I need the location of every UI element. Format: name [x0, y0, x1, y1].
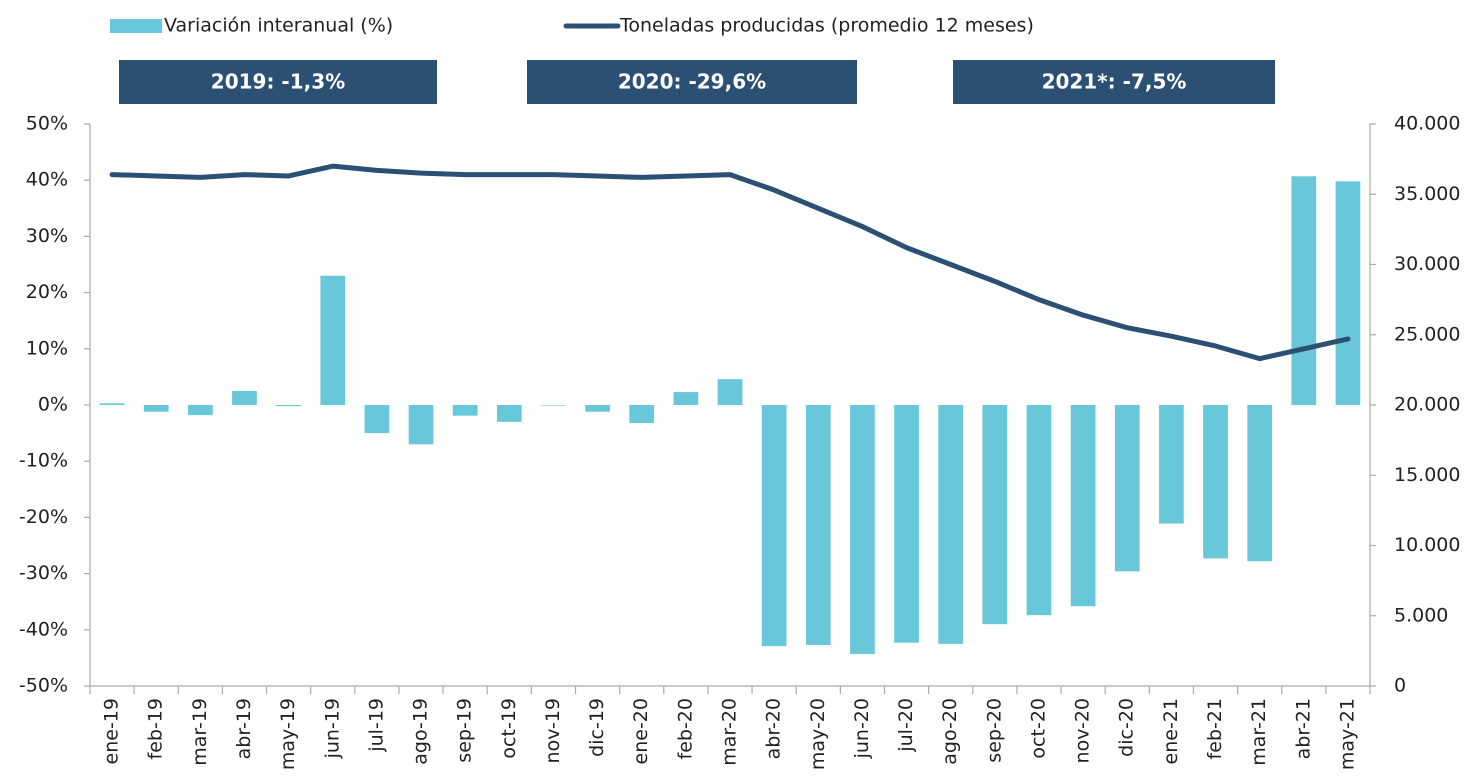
bar: [99, 403, 125, 405]
x-tick-label: ene-21: [1160, 698, 1182, 764]
bar: [276, 405, 301, 407]
x-tick-label: jun-20: [851, 698, 873, 759]
bar: [1247, 405, 1273, 562]
bar: [143, 405, 169, 412]
y-tick-label: -40%: [19, 618, 68, 640]
bar: [364, 405, 390, 434]
x-tick-label: abr-21: [1292, 698, 1314, 759]
x-tick-label: sep-19: [454, 698, 476, 763]
x-tick-label: may-21: [1336, 698, 1358, 770]
annotation-text: 2019: -1,3%: [211, 70, 345, 94]
y2-tick-label: 5.000: [1394, 604, 1448, 626]
x-tick-label: feb-20: [674, 698, 696, 759]
y-tick-label: 30%: [26, 225, 68, 247]
x-tick-label: oct-19: [498, 698, 520, 759]
x-tick-label: ene-19: [101, 698, 123, 764]
x-tick-label: jul-19: [365, 698, 387, 753]
x-tick-label: mar-21: [1248, 698, 1270, 766]
annotation-box: [527, 60, 857, 104]
y2-tick-label: 10.000: [1394, 534, 1460, 556]
legend-label: Toneladas producidas (promedio 12 meses): [619, 15, 1034, 37]
y-tick-label: 10%: [26, 337, 68, 359]
x-tick-label: may-19: [277, 698, 299, 770]
line: [109, 163, 1351, 362]
y2-tick-label: 20.000: [1394, 394, 1460, 416]
bar: [541, 405, 566, 406]
x-tick-label: dic-19: [586, 698, 608, 757]
legend-swatch: [110, 19, 162, 33]
bar: [894, 405, 919, 643]
bar: [1026, 405, 1052, 616]
annotation-box: [119, 60, 437, 104]
y2-tick-label: 40.000: [1394, 113, 1460, 135]
y-tick-label: -10%: [19, 450, 68, 472]
y-tick-label: 50%: [26, 113, 68, 135]
bar: [585, 405, 610, 412]
x-tick-label: ago-19: [410, 698, 432, 765]
x-tick-label: may-20: [807, 698, 829, 770]
bar: [850, 405, 875, 654]
bar: [408, 405, 434, 445]
x-tick-label: feb-19: [145, 698, 167, 759]
bar: [938, 405, 964, 644]
y-tick-label: -30%: [19, 562, 68, 584]
bar: [1070, 405, 1096, 607]
x-tick-label: dic-20: [1116, 698, 1138, 757]
bar: [232, 390, 257, 405]
annotation-text: 2020: -29,6%: [618, 70, 766, 94]
x-tick-label: abr-20: [763, 698, 785, 759]
x-tick-label: jul-20: [895, 698, 917, 753]
bar: [982, 405, 1008, 625]
bar: [761, 405, 787, 647]
bar: [805, 405, 831, 645]
x-tick-label: feb-21: [1204, 698, 1226, 759]
x-tick-label: oct-20: [1027, 698, 1049, 759]
y2-tick-label: 0: [1394, 675, 1406, 697]
y-tick-label: -20%: [19, 506, 68, 528]
x-tick-label: sep-20: [983, 698, 1005, 763]
y2-tick-label: 25.000: [1394, 323, 1460, 345]
x-tick-label: mar-19: [189, 698, 211, 766]
bar: [717, 379, 743, 405]
annotation-text: 2021*: -7,5%: [1042, 70, 1187, 94]
x-tick-label: ago-20: [939, 698, 961, 765]
bar: [1159, 405, 1184, 524]
annotation-box: [953, 60, 1275, 104]
y2-tick-label: 35.000: [1394, 183, 1460, 205]
y-tick-label: 20%: [26, 281, 68, 303]
bar: [629, 405, 655, 423]
legend-label: Variación interanual (%): [164, 15, 393, 37]
y-tick-label: -50%: [19, 675, 68, 697]
bar: [1291, 176, 1317, 405]
y2-tick-label: 30.000: [1394, 253, 1460, 275]
y-tick-label: 0%: [38, 394, 68, 416]
bar: [452, 405, 478, 416]
x-tick-label: ene-20: [630, 698, 652, 764]
bar: [673, 392, 699, 405]
bar: [320, 275, 346, 405]
y2-tick-label: 15.000: [1394, 464, 1460, 486]
bar: [496, 405, 522, 422]
bar: [1203, 405, 1228, 559]
x-tick-label: nov-20: [1072, 698, 1094, 763]
bar: [1114, 405, 1140, 572]
x-tick-label: mar-20: [719, 698, 741, 766]
x-tick-label: nov-19: [542, 698, 564, 763]
x-tick-label: abr-19: [233, 698, 255, 759]
x-tick-label: jun-19: [321, 698, 343, 759]
y-tick-label: 40%: [26, 169, 68, 191]
bar: [187, 405, 213, 416]
bar: [1335, 181, 1361, 405]
